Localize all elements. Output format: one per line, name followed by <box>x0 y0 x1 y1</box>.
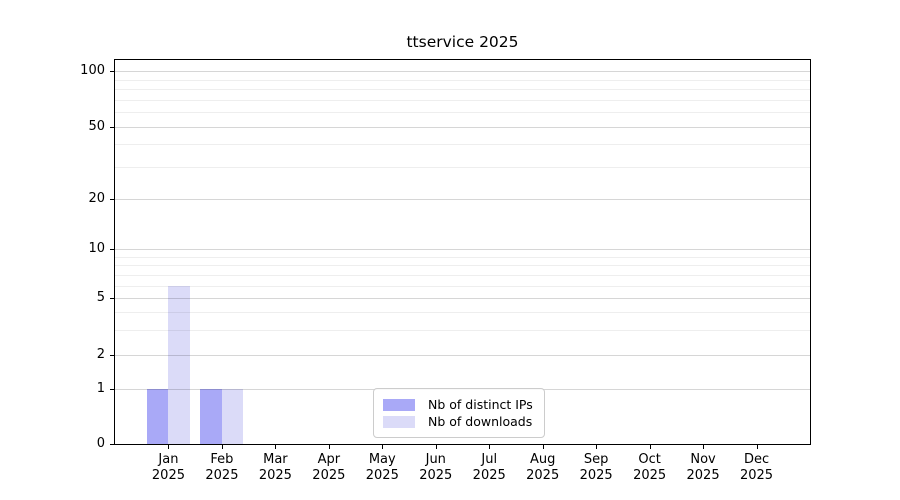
x-tick-year: 2025 <box>312 467 346 483</box>
x-tick-mark <box>542 445 544 449</box>
gridline-minor <box>115 79 810 81</box>
x-tick-label-jul: Jul 2025 <box>449 452 529 483</box>
legend-swatch-distinct-ips <box>383 398 415 411</box>
y-tick-mark <box>110 198 114 200</box>
x-tick-mark <box>756 445 758 449</box>
plot-area: 0 1 2 5 10 20 50 100 Jan 2025 Feb 2025 Mar 2025 Apr 202… <box>80 59 811 483</box>
y-tick-label: 100 <box>80 63 105 79</box>
x-tick-year: 2025 <box>365 467 399 483</box>
x-tick-month: Mar <box>263 452 288 467</box>
x-tick-label-oct: Oct 2025 <box>610 452 690 483</box>
gridline-minor <box>115 312 810 314</box>
x-tick-year: 2025 <box>258 467 292 483</box>
legend-label-distinct-ips: Nb of distinct IPs <box>428 397 533 412</box>
x-tick-year: 2025 <box>526 467 560 483</box>
legend-row-distinct-ips: Nb of distinct IPs <box>383 397 535 412</box>
gridline-minor <box>115 265 810 267</box>
x-tick-month: Apr <box>317 452 341 467</box>
x-tick-year: 2025 <box>205 467 239 483</box>
x-tick-month: Nov <box>690 452 716 467</box>
y-tick-label: 1 <box>96 381 105 397</box>
x-tick-mark <box>382 445 384 449</box>
gridline-minor <box>115 89 810 91</box>
gridline-minor <box>115 166 810 168</box>
gridline-minor <box>115 256 810 258</box>
y-tick-label: 50 <box>88 118 105 134</box>
x-tick-month: Jun <box>425 452 446 467</box>
gridline-minor <box>115 330 810 332</box>
y-tick-label: 0 <box>96 436 105 451</box>
x-tick-year: 2025 <box>633 467 667 483</box>
x-tick-mark <box>275 445 277 449</box>
bar-jan-downloads <box>168 285 190 444</box>
x-tick-month: Feb <box>210 452 234 467</box>
y-tick-mark <box>110 389 114 391</box>
x-tick-label-apr: Apr 2025 <box>289 452 369 483</box>
x-tick-label-may: May 2025 <box>342 452 422 483</box>
bar-feb-downloads <box>221 389 244 444</box>
gridline-major <box>115 355 810 357</box>
gridline-major <box>115 71 810 73</box>
chart-title: ttservice 2025 <box>406 33 519 51</box>
gridline-major <box>115 249 810 251</box>
legend-swatch-downloads <box>383 415 415 428</box>
bars-layer <box>115 60 810 444</box>
x-tick-month: Aug <box>529 452 556 467</box>
gridline-major <box>115 198 810 200</box>
x-tick-mark <box>435 445 437 449</box>
y-tick-label: 20 <box>88 190 105 206</box>
x-tick-year: 2025 <box>739 467 774 483</box>
bar-feb-distinct-ips <box>200 389 222 444</box>
x-tick-mark <box>168 445 170 449</box>
y-tick-label: 2 <box>96 347 105 363</box>
gridline-major <box>115 126 810 128</box>
legend-label-downloads: Nb of downloads <box>428 414 533 429</box>
gridline-major <box>115 298 810 300</box>
x-tick-label-dec: Dec 2025 <box>717 452 797 483</box>
x-tick-month: Sep <box>583 452 609 467</box>
y-tick-label: 5 <box>96 290 105 306</box>
x-tick-label-feb: Feb 2025 <box>182 452 262 483</box>
x-tick-mark <box>489 445 491 449</box>
y-tick-mark <box>110 298 114 300</box>
y-tick-mark <box>110 126 114 128</box>
gridline-minor <box>115 112 810 114</box>
y-tick-mark <box>110 444 114 445</box>
x-tick-mark <box>649 445 651 449</box>
gridline-minor <box>115 285 810 287</box>
y-tick-mark <box>110 249 114 251</box>
x-tick-mark <box>328 445 330 449</box>
x-tick-mark <box>221 445 223 449</box>
legend: Nb of distinct IPs Nb of downloads <box>373 388 545 438</box>
bar-jan-distinct-ips <box>146 389 169 444</box>
x-tick-mark <box>596 445 598 449</box>
x-tick-label-jan: Jan 2025 <box>128 452 208 483</box>
x-tick-year: 2025 <box>151 467 185 483</box>
x-tick-month: May <box>368 452 396 467</box>
y-tick-label: 10 <box>88 241 105 257</box>
x-tick-mark <box>703 445 705 449</box>
grid-layer <box>115 60 810 444</box>
gridline-minor <box>115 99 810 101</box>
x-tick-label-mar: Mar 2025 <box>235 452 315 483</box>
x-tick-label-nov: Nov 2025 <box>663 452 743 483</box>
gridline-minor <box>115 274 810 276</box>
x-tick-year: 2025 <box>579 467 613 483</box>
x-tick-label-aug: Aug 2025 <box>503 452 583 483</box>
x-tick-year: 2025 <box>419 467 453 483</box>
legend-row-downloads: Nb of downloads <box>383 414 535 429</box>
y-tick-mark <box>110 355 114 357</box>
x-tick-month: Jan <box>158 452 179 467</box>
x-tick-month: Dec <box>743 452 770 467</box>
x-tick-label-jun: Jun 2025 <box>396 452 476 483</box>
y-tick-mark <box>110 71 114 73</box>
x-tick-label-sep: Sep 2025 <box>556 452 636 483</box>
axis-layer: 0 1 2 5 10 20 50 100 Jan 2025 Feb 2025 Mar 2025 Apr 202… <box>80 60 810 482</box>
x-tick-month: Oct <box>638 452 661 467</box>
x-tick-year: 2025 <box>472 467 506 483</box>
x-tick-month: Jul <box>481 452 498 467</box>
gridline-minor <box>115 144 810 146</box>
x-tick-year: 2025 <box>686 467 720 483</box>
